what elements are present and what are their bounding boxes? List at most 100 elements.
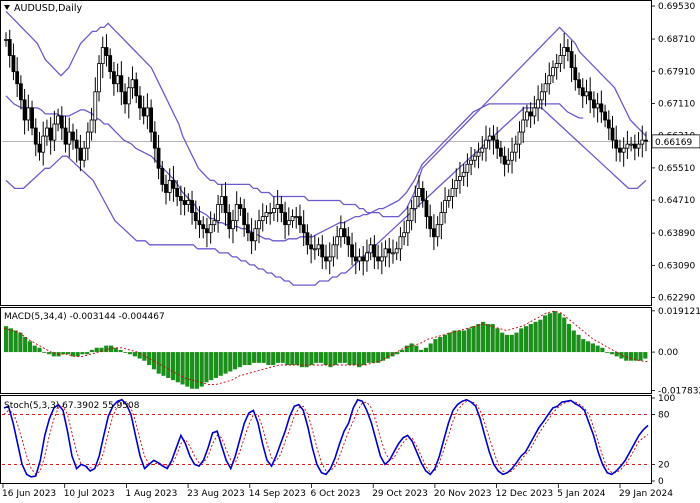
macd-histogram-bar bbox=[442, 334, 448, 353]
candle-body bbox=[383, 248, 388, 258]
candle-body bbox=[554, 63, 559, 69]
time-tick-label: 6 Oct 2023 bbox=[311, 489, 361, 499]
candle-body bbox=[104, 47, 109, 56]
macd-histogram-bar bbox=[366, 352, 371, 363]
macd-histogram-bar bbox=[294, 352, 300, 366]
macd-panel[interactable] bbox=[3, 310, 649, 389]
candle-body bbox=[134, 79, 139, 97]
price-tick-label: 0.65510 bbox=[658, 164, 695, 174]
candle-body bbox=[398, 236, 403, 250]
candle-body bbox=[219, 196, 224, 205]
macd-histogram-bar bbox=[342, 352, 347, 363]
candle-body bbox=[309, 244, 314, 250]
bollinger-upper-line bbox=[5, 10, 647, 218]
candle-body bbox=[160, 167, 165, 185]
macd-histogram-bar bbox=[614, 352, 619, 357]
price-tick-label: 0.67910 bbox=[658, 67, 695, 77]
macd-tick-label: 0.019121 bbox=[658, 307, 700, 317]
candle-body bbox=[614, 139, 619, 149]
macd-histogram-bar bbox=[585, 341, 591, 353]
macd-histogram-bar bbox=[395, 352, 400, 355]
macd-histogram-bar bbox=[156, 352, 161, 374]
macd-histogram-bar bbox=[123, 352, 128, 353]
macd-panel-frame bbox=[0, 307, 652, 394]
stoch-panel[interactable] bbox=[2, 398, 650, 478]
candle-body bbox=[357, 256, 362, 262]
candle-body bbox=[275, 204, 280, 209]
macd-histogram-bar bbox=[261, 352, 266, 363]
candle-body bbox=[59, 115, 64, 129]
candle-body bbox=[603, 111, 607, 121]
candle-body bbox=[506, 159, 511, 165]
price-tick-label: 0.69530 bbox=[658, 2, 695, 12]
macd-histogram-bar bbox=[481, 321, 486, 353]
macd-histogram-bar bbox=[242, 352, 247, 366]
candle-body bbox=[621, 147, 626, 153]
triangle-down-icon[interactable] bbox=[4, 5, 10, 10]
macd-histogram-bar bbox=[380, 352, 386, 361]
macd-histogram-bar bbox=[628, 352, 634, 361]
candle-body bbox=[312, 248, 317, 251]
candle-body bbox=[640, 139, 645, 145]
macd-histogram-bar bbox=[46, 352, 52, 355]
macd-histogram-bar bbox=[600, 347, 605, 353]
macd-histogram-bar bbox=[638, 352, 643, 361]
candle-body bbox=[432, 228, 436, 238]
candle-body bbox=[279, 204, 284, 213]
time-tick-label: 16 Jun 2023 bbox=[2, 489, 56, 499]
candle-body bbox=[353, 256, 358, 262]
candle-body bbox=[197, 220, 202, 226]
macd-histogram-bar bbox=[94, 347, 99, 353]
macd-histogram-bar bbox=[371, 352, 376, 363]
candle-body bbox=[227, 212, 232, 230]
candle-body bbox=[338, 228, 343, 238]
macd-histogram-bar bbox=[523, 326, 529, 353]
candle-body bbox=[18, 83, 23, 101]
candle-body bbox=[525, 111, 529, 121]
macd-histogram-bar bbox=[42, 352, 47, 353]
candle-body bbox=[234, 204, 239, 222]
candle-body bbox=[372, 244, 377, 258]
candle-body bbox=[365, 252, 369, 262]
macd-histogram-bar bbox=[132, 352, 137, 357]
candle-body bbox=[588, 91, 593, 101]
candle-body bbox=[138, 95, 142, 109]
candle-body bbox=[450, 188, 455, 197]
macd-histogram-bar bbox=[223, 352, 228, 374]
macd-label: MACD(5,34,4) -0.003144 -0.004467 bbox=[4, 312, 165, 322]
macd-histogram-bar bbox=[142, 352, 147, 361]
macd-histogram-bar bbox=[318, 352, 324, 363]
time-tick-label: 29 Oct 2023 bbox=[372, 489, 428, 499]
stoch-main-line bbox=[3, 398, 649, 478]
macd-histogram-bar bbox=[51, 352, 56, 357]
macd-histogram-bar bbox=[543, 315, 548, 353]
candle-body bbox=[52, 123, 57, 141]
candle-body bbox=[175, 188, 180, 197]
macd-histogram-bar bbox=[175, 352, 180, 383]
macd-histogram-bar bbox=[519, 328, 524, 353]
candle-body bbox=[164, 184, 168, 193]
candle-body bbox=[126, 87, 131, 105]
candle-body bbox=[4, 39, 8, 41]
candle-body bbox=[141, 107, 146, 117]
price-axis: 0.695300.687100.679100.671100.663100.655… bbox=[651, 2, 695, 304]
candle-body bbox=[528, 111, 533, 117]
price-panel[interactable] bbox=[2, 10, 650, 286]
macd-tick-label: -0.017832 bbox=[658, 387, 700, 397]
candle-body bbox=[368, 244, 373, 254]
candle-body bbox=[257, 220, 261, 230]
candle-body bbox=[100, 47, 105, 65]
macd-histogram-bar bbox=[414, 345, 419, 353]
candle-body bbox=[115, 75, 120, 85]
macd-histogram-bar bbox=[285, 352, 290, 366]
candle-body bbox=[231, 220, 235, 230]
time-axis: 16 Jun 2023 10 Jul 2023 1 Aug 2023 23 Aug 2… bbox=[2, 484, 673, 499]
macd-signal-line bbox=[3, 310, 649, 385]
candle-body bbox=[331, 244, 336, 258]
price-panel-frame bbox=[0, 0, 652, 306]
candle-body bbox=[152, 131, 157, 149]
candle-body bbox=[85, 131, 90, 149]
macd-histogram-bar bbox=[66, 352, 71, 355]
